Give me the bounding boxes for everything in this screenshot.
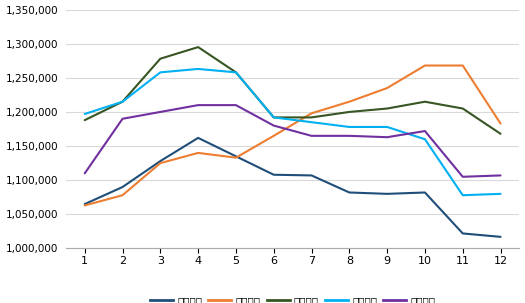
令和３年 <box>346 110 352 114</box>
令和２年 <box>422 64 428 67</box>
令和元年 <box>497 235 503 239</box>
令和元年 <box>233 155 239 158</box>
令和元年 <box>308 174 314 177</box>
令和３年 <box>497 132 503 136</box>
令和４年 <box>233 71 239 74</box>
令和５年 <box>497 174 503 177</box>
令和元年 <box>81 202 88 206</box>
令和５年 <box>233 103 239 107</box>
令和４年 <box>270 115 277 119</box>
令和元年 <box>119 185 125 189</box>
Line: 令和５年: 令和５年 <box>85 105 500 177</box>
Legend: 令和元年, 令和２年, 令和３年, 令和４年, 令和５年: 令和元年, 令和２年, 令和３年, 令和４年, 令和５年 <box>146 292 439 303</box>
令和５年 <box>308 134 314 138</box>
令和４年 <box>195 67 201 71</box>
令和４年 <box>157 71 163 74</box>
令和元年 <box>195 136 201 140</box>
令和３年 <box>119 100 125 104</box>
令和５年 <box>195 103 201 107</box>
令和４年 <box>497 192 503 196</box>
令和５年 <box>157 110 163 114</box>
令和３年 <box>459 107 466 110</box>
Line: 令和４年: 令和４年 <box>85 69 500 195</box>
令和３年 <box>81 118 88 122</box>
令和５年 <box>422 129 428 133</box>
令和元年 <box>459 231 466 235</box>
令和２年 <box>346 100 352 104</box>
令和元年 <box>346 191 352 194</box>
令和５年 <box>270 124 277 128</box>
令和元年 <box>384 192 390 196</box>
令和５年 <box>459 175 466 178</box>
令和２年 <box>157 161 163 165</box>
令和３年 <box>270 115 277 119</box>
令和５年 <box>81 171 88 175</box>
令和３年 <box>384 107 390 110</box>
Line: 令和２年: 令和２年 <box>85 65 500 205</box>
令和４年 <box>384 125 390 129</box>
Line: 令和元年: 令和元年 <box>85 138 500 237</box>
令和５年 <box>119 117 125 121</box>
令和３年 <box>308 115 314 119</box>
令和４年 <box>459 193 466 197</box>
令和５年 <box>384 135 390 139</box>
令和２年 <box>195 151 201 155</box>
令和２年 <box>233 156 239 159</box>
令和５年 <box>346 134 352 138</box>
令和２年 <box>497 122 503 125</box>
令和４年 <box>422 138 428 141</box>
令和２年 <box>459 64 466 67</box>
令和４年 <box>119 100 125 104</box>
令和３年 <box>157 57 163 61</box>
令和２年 <box>384 86 390 90</box>
令和２年 <box>308 112 314 115</box>
令和４年 <box>346 125 352 129</box>
Line: 令和３年: 令和３年 <box>85 47 500 134</box>
令和２年 <box>81 204 88 207</box>
令和３年 <box>422 100 428 104</box>
令和２年 <box>270 134 277 138</box>
令和３年 <box>233 71 239 74</box>
令和元年 <box>422 191 428 194</box>
令和４年 <box>308 120 314 124</box>
令和４年 <box>81 112 88 116</box>
令和３年 <box>195 45 201 49</box>
令和元年 <box>270 173 277 177</box>
令和元年 <box>157 159 163 163</box>
令和２年 <box>119 193 125 197</box>
